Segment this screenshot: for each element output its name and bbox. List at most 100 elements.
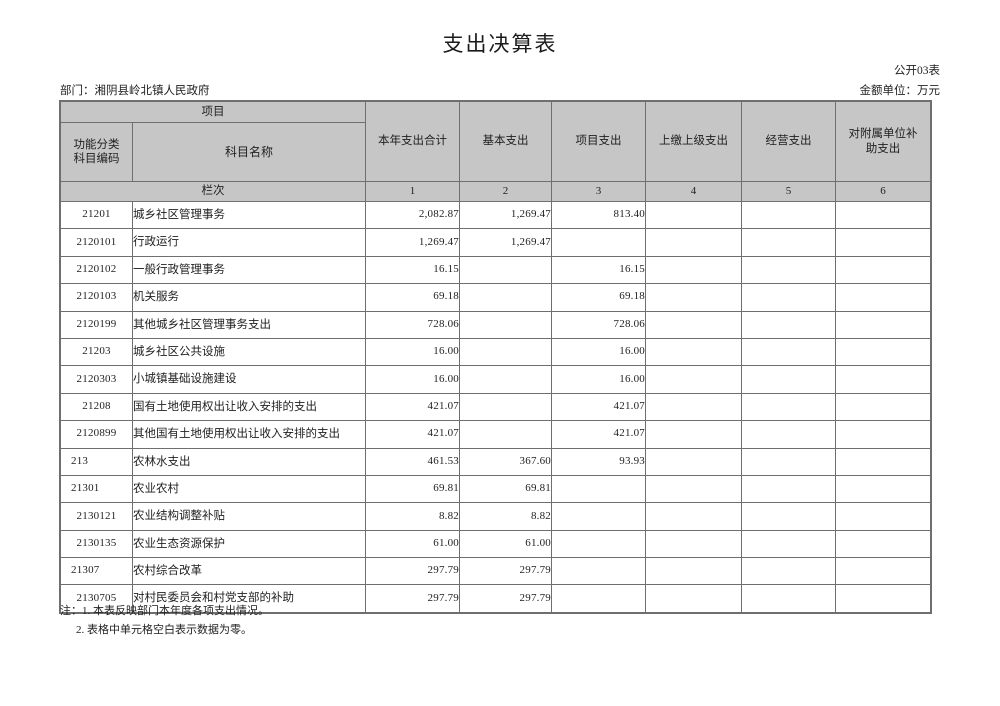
cell-project-expenditure: 16.15 (551, 255, 646, 285)
cell-operating-expenditure (741, 310, 836, 339)
lanci-number-3: 3 (551, 181, 646, 202)
cell-function-code: 21307 (60, 557, 133, 586)
cell-project-expenditure: 16.00 (551, 337, 646, 367)
cell-subject-name: 农业生态资源保护 (132, 529, 366, 559)
cell-project-expenditure (551, 557, 646, 586)
cell-upper-level-expenditure (645, 392, 742, 422)
cell-basic-expenditure: 297.79 (459, 557, 552, 586)
cell-total-expenditure: 16.00 (365, 337, 460, 367)
table-row: 213 农林水支出 461.53 367.60 93.93 (60, 447, 931, 476)
cell-operating-expenditure (741, 474, 836, 504)
cell-subject-name: 城乡社区公共设施 (132, 337, 366, 367)
cell-subject-name: 其他国有土地使用权出让收入安排的支出 (132, 420, 366, 449)
cell-project-expenditure (551, 529, 646, 559)
cell-subsidy-expenditure (835, 337, 931, 367)
cell-basic-expenditure: 367.60 (459, 447, 552, 476)
header-subject-name: 科目名称 (132, 122, 366, 182)
cell-operating-expenditure (741, 502, 836, 531)
cell-project-expenditure: 93.93 (551, 447, 646, 476)
header-row-lanci: 栏次 1 2 3 4 5 6 (60, 181, 931, 202)
header-subsidy-line1: 对附属单位补 (848, 128, 918, 141)
cell-basic-expenditure: 61.00 (459, 529, 552, 559)
table-row: 2120199 其他城乡社区管理事务支出 728.06 728.06 (60, 310, 931, 339)
table-row: 2120899 其他国有土地使用权出让收入安排的支出 421.07 421.07 (60, 420, 931, 449)
cell-function-code: 2130121 (60, 502, 133, 531)
cell-operating-expenditure (741, 283, 836, 312)
cell-total-expenditure: 421.07 (365, 420, 460, 449)
cell-function-code: 2120102 (60, 255, 133, 285)
table-row: 2120101 行政运行 1,269.47 1,269.47 (60, 228, 931, 257)
cell-total-expenditure: 61.00 (365, 529, 460, 559)
cell-function-code: 21301 (60, 474, 133, 504)
table-row: 21201 城乡社区管理事务 2,082.87 1,269.47 813.40 (60, 200, 931, 230)
note-line-2: 2. 表格中单元格空白表示数据为零。 (76, 624, 252, 637)
cell-function-code: 2120899 (60, 420, 133, 449)
table-notes: 注：1. 本表反映部门本年度各项支出情况。 2. 表格中单元格空白表示数据为零。 (60, 602, 269, 641)
cell-function-code: 2120303 (60, 365, 133, 394)
cell-total-expenditure: 1,269.47 (365, 228, 460, 257)
cell-subsidy-expenditure (835, 255, 931, 285)
cell-subject-name: 城乡社区管理事务 (132, 200, 366, 230)
cell-total-expenditure: 8.82 (365, 502, 460, 531)
cell-basic-expenditure (459, 365, 552, 394)
table-row: 2130135 农业生态资源保护 61.00 61.00 (60, 529, 931, 559)
header-group-item: 项目 (60, 101, 366, 123)
cell-basic-expenditure: 69.81 (459, 474, 552, 504)
cell-subsidy-expenditure (835, 365, 931, 394)
table-body: 21201 城乡社区管理事务 2,082.87 1,269.47 813.40 21201… (60, 200, 931, 613)
cell-project-expenditure: 421.07 (551, 392, 646, 422)
cell-subject-name: 机关服务 (132, 283, 366, 312)
cell-total-expenditure: 69.18 (365, 283, 460, 312)
cell-subject-name: 农业农村 (132, 474, 366, 504)
note-line-1: 注：1. 本表反映部门本年度各项支出情况。 (60, 605, 269, 617)
cell-subject-name: 农业结构调整补贴 (132, 502, 366, 531)
cell-total-expenditure: 461.53 (365, 447, 460, 476)
cell-subject-name: 农林水支出 (132, 447, 366, 476)
header-row-group: 项目 本年支出合计 基本支出 项目支出 上缴上级支出 经营支出 对附属单位补 助… (60, 101, 931, 182)
cell-project-expenditure (551, 474, 646, 504)
cell-operating-expenditure (741, 557, 836, 586)
lanci-label: 栏次 (60, 181, 366, 202)
table-header: 项目 本年支出合计 基本支出 项目支出 上缴上级支出 经营支出 对附属单位补 助… (60, 101, 931, 202)
cell-subject-name: 对村民委员会和村党支部的补助 (132, 584, 366, 613)
cell-operating-expenditure (741, 420, 836, 449)
header-basic-expenditure: 基本支出 (459, 101, 552, 182)
cell-project-expenditure: 813.40 (551, 200, 646, 230)
cell-function-code: 213 (60, 447, 133, 476)
cell-operating-expenditure (741, 337, 836, 367)
header-function-code: 功能分类 科目编码 (60, 122, 133, 182)
header-function-code-line2: 科目编码 (73, 153, 120, 165)
cell-project-expenditure: 728.06 (551, 310, 646, 339)
cell-subsidy-expenditure (835, 392, 931, 422)
cell-upper-level-expenditure (645, 337, 742, 367)
cell-operating-expenditure (741, 255, 836, 285)
cell-operating-expenditure (741, 365, 836, 394)
cell-total-expenditure: 421.07 (365, 392, 460, 422)
cell-upper-level-expenditure (645, 365, 742, 394)
header-operating-expenditure: 经营支出 (741, 101, 836, 182)
table-row: 2130705 对村民委员会和村党支部的补助 297.79 297.79 (60, 584, 931, 613)
cell-upper-level-expenditure (645, 283, 742, 312)
cell-subsidy-expenditure (835, 529, 931, 559)
lanci-number-5: 5 (741, 181, 836, 202)
cell-function-code: 2120199 (60, 310, 133, 339)
cell-subject-name: 国有土地使用权出让收入安排的支出 (132, 392, 366, 422)
cell-subsidy-expenditure (835, 200, 931, 230)
cell-subsidy-expenditure (835, 420, 931, 449)
cell-subject-name: 一般行政管理事务 (132, 255, 366, 285)
cell-subsidy-expenditure (835, 228, 931, 257)
cell-basic-expenditure (459, 283, 552, 312)
cell-operating-expenditure (741, 447, 836, 476)
cell-project-expenditure: 16.00 (551, 365, 646, 394)
table-row: 21301 农业农村 69.81 69.81 (60, 474, 931, 504)
cell-basic-expenditure: 1,269.47 (459, 200, 552, 230)
cell-upper-level-expenditure (645, 529, 742, 559)
table-row: 2120102 一般行政管理事务 16.15 16.15 (60, 255, 931, 285)
table-row: 21203 城乡社区公共设施 16.00 16.00 (60, 337, 931, 367)
cell-basic-expenditure (459, 337, 552, 367)
cell-upper-level-expenditure (645, 420, 742, 449)
cell-function-code: 21201 (60, 200, 133, 230)
header-upper-level-expenditure: 上缴上级支出 (645, 101, 742, 182)
cell-function-code: 21203 (60, 337, 133, 367)
cell-subsidy-expenditure (835, 557, 931, 586)
